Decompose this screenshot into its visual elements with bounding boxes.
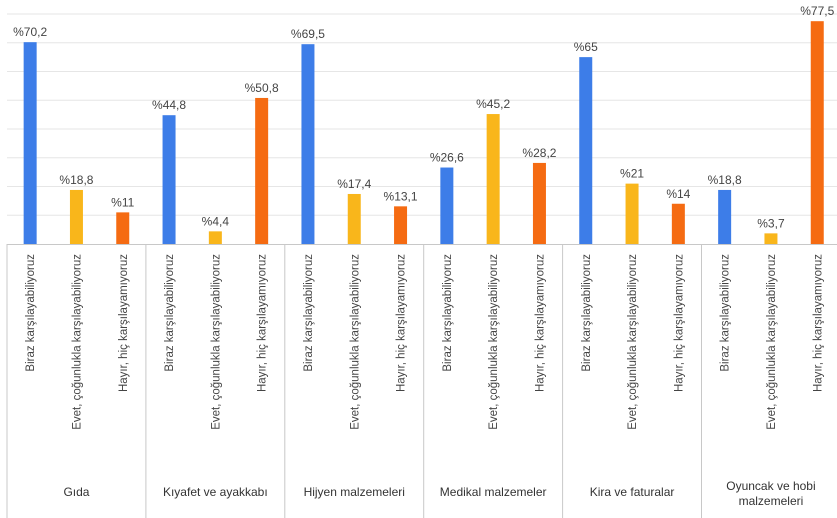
data-label: %28,2 — [522, 146, 556, 160]
group-label: Kıyafet ve ayakkabı — [163, 485, 268, 499]
group-label: Gıda — [63, 485, 89, 499]
data-label: %14 — [666, 187, 690, 201]
group-label: malzemeleri — [739, 494, 804, 508]
category-label: Biraz karşılayabiliyoruz — [303, 254, 315, 372]
category-label: Hayır, hiç karşılayamıyoruz — [534, 254, 546, 392]
bar — [810, 21, 824, 244]
category-label: Hayır, hiç karşılayamıyoruz — [396, 254, 408, 392]
data-label: %18,8 — [59, 173, 93, 187]
category-label: Evet, çoğunlukla karşılayabiliyoruz — [71, 254, 83, 430]
category-label: Biraz karşılayabiliyoruz — [164, 254, 176, 372]
bar — [255, 97, 269, 244]
category-label: Hayır, hiç karşılayamıyoruz — [673, 254, 685, 392]
bar — [116, 212, 130, 244]
group-label: Kira ve faturalar — [590, 485, 675, 499]
data-label: %45,2 — [476, 97, 510, 111]
bar — [440, 167, 454, 244]
data-label: %44,8 — [152, 98, 186, 112]
data-label: %11 — [111, 195, 134, 209]
bar — [23, 42, 37, 244]
category-label: Evet, çoğunlukla karşılayabiliyoruz — [349, 254, 361, 430]
data-label: %77,5 — [800, 4, 834, 18]
category-label: Biraz karşılayabiliyoruz — [442, 254, 454, 372]
axes — [6, 244, 837, 518]
bar — [69, 189, 83, 244]
group-label: Oyuncak ve hobi — [726, 479, 815, 493]
bar — [718, 189, 732, 244]
category-label: Evet, çoğunlukla karşılayabiliyoruz — [766, 254, 778, 430]
bar — [532, 162, 546, 244]
data-label: %4,4 — [202, 214, 230, 228]
category-label: Evet, çoğunlukla karşılayabiliyoruz — [488, 254, 500, 430]
labels: %70,2 Biraz karşılayabiliyoruz %18,8 Evet, … — [13, 4, 834, 508]
data-label: %13,1 — [384, 189, 418, 203]
category-label: Hayır, hiç karşılayamıyoruz — [118, 254, 130, 392]
bar — [208, 231, 222, 244]
bars — [23, 21, 824, 244]
group-label: Medikal malzemeler — [440, 485, 547, 499]
category-label: Hayır, hiç karşılayamıyoruz — [257, 254, 269, 392]
data-label: %26,6 — [430, 151, 464, 165]
data-label: %17,4 — [337, 177, 371, 191]
category-label: Hayır, hiç karşılayamıyoruz — [812, 254, 824, 392]
category-label: Biraz karşılayabiliyoruz — [25, 254, 37, 372]
data-label: %3,7 — [757, 216, 785, 230]
bar — [394, 206, 408, 244]
data-label: %21 — [620, 167, 644, 181]
bar — [671, 203, 685, 244]
bar — [347, 193, 361, 244]
category-label: Evet, çoğunlukla karşılayabiliyoruz — [210, 254, 222, 430]
category-label: Biraz karşılayabiliyoruz — [720, 254, 732, 372]
category-label: Evet, çoğunlukla karşılayabiliyoruz — [627, 254, 639, 430]
bar — [486, 114, 500, 244]
bar — [301, 44, 315, 244]
category-label: Biraz karşılayabiliyoruz — [581, 254, 593, 372]
bar — [162, 115, 176, 244]
bar — [764, 233, 778, 244]
bar — [579, 57, 593, 244]
data-label: %69,5 — [291, 27, 325, 41]
bar — [625, 183, 639, 244]
group-label: Hijyen malzemeleri — [304, 485, 405, 499]
data-label: %70,2 — [13, 25, 47, 39]
gridlines — [7, 13, 837, 216]
data-label: %65 — [574, 40, 598, 54]
data-label: %18,8 — [708, 173, 742, 187]
data-label: %50,8 — [245, 81, 279, 95]
